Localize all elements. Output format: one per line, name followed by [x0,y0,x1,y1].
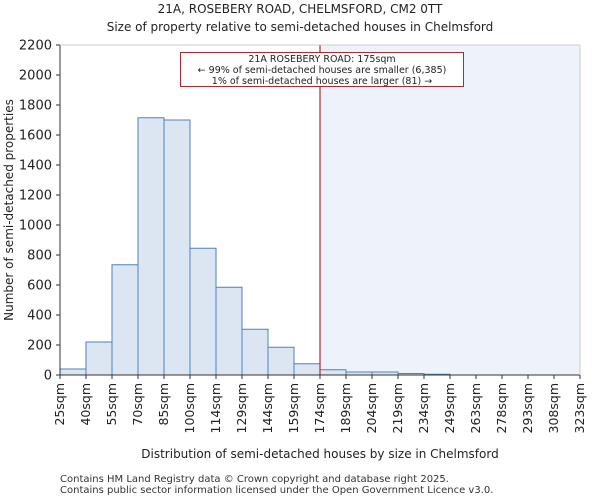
histogram-bar [319,369,347,376]
x-tick-label: 234sqm [416,383,431,433]
x-tick-label: 40sqm [78,383,93,426]
y-tick-label: 400 [27,309,52,324]
x-tick-label: 204sqm [364,383,379,433]
y-tick-label: 1000 [19,219,52,234]
histogram-bar [85,341,113,376]
histogram-bar [137,117,165,376]
histogram-bar [189,247,217,376]
histogram-chart: 0 200 400 600 800 1000 1200 1400 1600 1800 2000 220… [2,39,587,462]
x-tick-label: 25sqm [52,383,67,426]
y-axis-label: Number of semi-detached properties [2,99,16,321]
footer-licence: Contains public sector information licen… [60,485,494,496]
x-tick-label: 159sqm [286,383,301,433]
histogram-bar [59,368,87,376]
y-tick-label: 0 [44,369,52,384]
x-tick-label: 100sqm [182,383,197,433]
x-tick-label: 263sqm [468,383,483,433]
x-tick-label: 249sqm [442,383,457,433]
y-tick-label: 1800 [19,99,52,114]
annotation-line-3: 1% of semi-detached houses are larger (8… [211,76,433,87]
y-tick-label: 200 [27,339,52,354]
x-tick-label: 70sqm [130,383,145,426]
y-tick-label: 800 [27,249,52,264]
footer-copyright: Contains HM Land Registry data © Crown c… [60,474,449,485]
x-tick-label: 114sqm [208,383,223,433]
property-annotation-box: 21A ROSEBERY ROAD: 175sqm ← 99% of semi-… [180,52,464,87]
x-tick-label: 219sqm [390,383,405,433]
y-tick-label: 1200 [19,189,52,204]
x-tick-label: 308sqm [546,383,561,433]
annotation-line-2: ← 99% of semi-detached houses are smalle… [197,65,447,76]
shaded-larger-region [320,45,580,375]
y-tick-label: 1400 [19,159,52,174]
x-tick-label: 174sqm [312,383,327,433]
histogram-bar [267,346,295,376]
x-axis-label: Distribution of semi-detached houses by … [141,447,498,461]
y-tick-label: 600 [27,279,52,294]
x-tick-label: 323sqm [572,383,587,433]
x-tick-label: 85sqm [156,383,171,426]
histogram-bar [111,264,139,376]
x-tick-label: 189sqm [338,383,353,433]
histogram-bar [163,119,191,376]
histogram-bar [215,286,243,376]
y-tick-label: 2000 [19,69,52,84]
histogram-bar [241,328,269,376]
y-tick-label: 2200 [19,39,52,54]
histogram-bar [293,363,321,376]
x-tick-label: 293sqm [520,383,535,433]
annotation-line-1: 21A ROSEBERY ROAD: 175sqm [248,54,396,65]
chart-title: 21A, ROSEBERY ROAD, CHELMSFORD, CM2 0TT [157,2,443,16]
x-tick-label: 129sqm [234,383,249,433]
x-tick-label: 55sqm [104,383,119,426]
x-tick-label: 144sqm [260,383,275,433]
chart-subtitle: Size of property relative to semi-detach… [106,20,494,34]
x-tick-label: 278sqm [494,383,509,433]
y-tick-label: 1600 [19,129,52,144]
